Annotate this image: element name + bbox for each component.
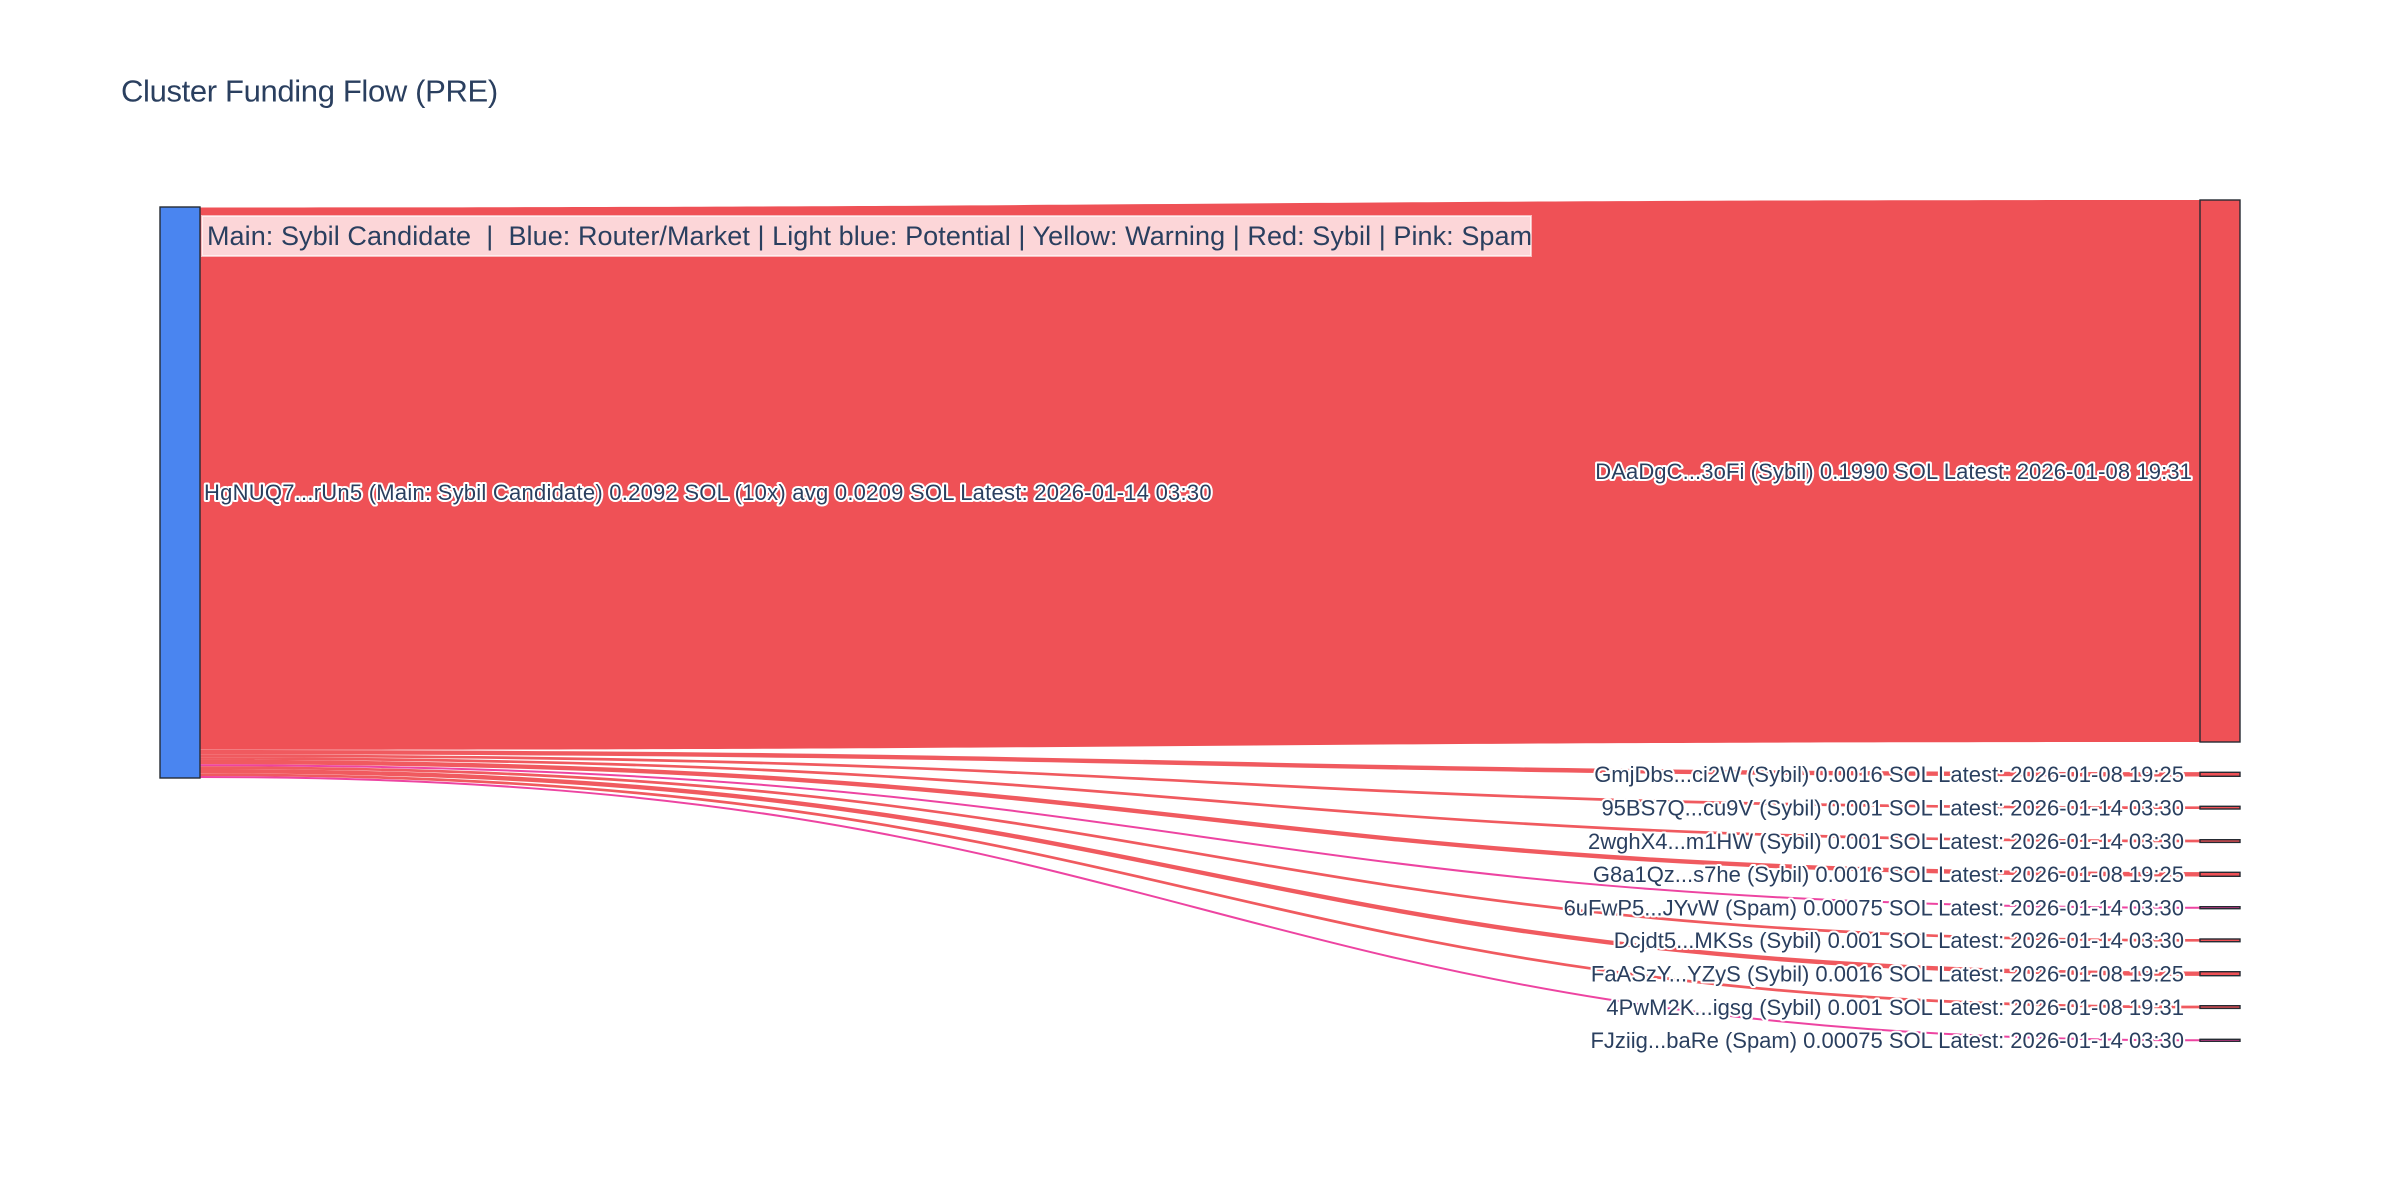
svg-text:FaASzY...YZyS (Sybil) 0.0016 S: FaASzY...YZyS (Sybil) 0.0016 SOL Latest:… — [1591, 962, 2184, 987]
svg-text:Dcjdt5...MKSs (Sybil) 0.001 SO: Dcjdt5...MKSs (Sybil) 0.001 SOL Latest: … — [1614, 928, 2184, 953]
svg-text:FJziig...baRe (Spam) 0.00075 S: FJziig...baRe (Spam) 0.00075 SOL Latest:… — [1590, 1028, 2184, 1053]
svg-text:G8a1Qz...s7he (Sybil) 0.0016 S: G8a1Qz...s7he (Sybil) 0.0016 SOL Latest:… — [1593, 862, 2184, 887]
svg-text:DAaDgC...3oFi (Sybil) 0.1990 S: DAaDgC...3oFi (Sybil) 0.1990 SOL Latest:… — [1595, 459, 2192, 484]
svg-text:6uFwP5...JYvW (Spam) 0.00075 S: 6uFwP5...JYvW (Spam) 0.00075 SOL Latest:… — [1564, 896, 2184, 921]
svg-text:4PwM2K...igsg (Sybil) 0.001 SO: 4PwM2K...igsg (Sybil) 0.001 SOL Latest: … — [1606, 995, 2184, 1020]
svg-text:GmjDbs...ci2W (Sybil) 0.0016 S: GmjDbs...ci2W (Sybil) 0.0016 SOL Latest:… — [1594, 762, 2184, 787]
svg-text:Main: Sybil Candidate | Blue: Main: Sybil Candidate | Blue: Router/Mar… — [207, 221, 1532, 251]
svg-text:95BS7Q...cu9V (Sybil) 0.001 SO: 95BS7Q...cu9V (Sybil) 0.001 SOL Latest: … — [1601, 796, 2184, 821]
svg-text:Cluster Funding Flow (PRE): Cluster Funding Flow (PRE) — [121, 74, 498, 109]
svg-text:2wghX4...m1HW (Sybil) 0.001 SO: 2wghX4...m1HW (Sybil) 0.001 SOL Latest: … — [1588, 829, 2184, 854]
svg-text:HgNUQ7...rUn5 (Main: Sybil Can: HgNUQ7...rUn5 (Main: Sybil Candidate) 0.… — [204, 480, 1212, 505]
